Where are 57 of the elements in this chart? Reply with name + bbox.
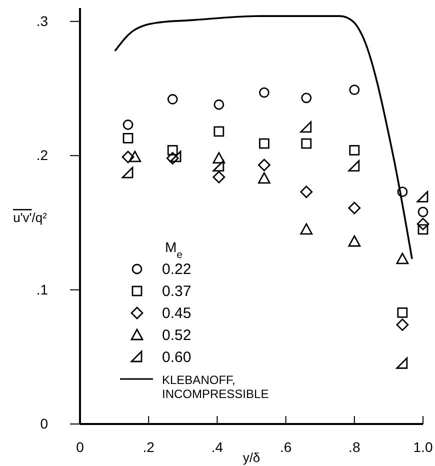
- y-tick-label: 0: [40, 415, 48, 432]
- legend-label: KLEBANOFF, INCOMPRESSIBLE: [162, 373, 269, 401]
- legend-label: 0.37: [162, 283, 192, 300]
- point: [122, 132, 134, 144]
- point: [396, 357, 408, 369]
- point: [396, 252, 409, 264]
- x-tick-label: .4: [211, 438, 224, 455]
- point: [258, 138, 270, 149]
- point: [212, 170, 226, 184]
- point: [349, 84, 360, 96]
- x-tick-label: 1.0: [413, 438, 433, 455]
- y-tick-label: .3: [36, 12, 48, 29]
- point: [300, 121, 312, 133]
- legend-title: M$_{e}$: [165, 239, 183, 261]
- point: [166, 152, 179, 164]
- point: [416, 218, 430, 230]
- point: [122, 166, 134, 178]
- x-tick-label: .2: [142, 438, 155, 455]
- point: [300, 186, 313, 198]
- point: [397, 186, 408, 198]
- legend-label: 0.22: [162, 261, 192, 278]
- point: [396, 318, 409, 331]
- y-axis-title: u'v'/q²: [13, 210, 48, 225]
- x-tick-label: .8: [348, 438, 360, 455]
- point: [349, 145, 360, 156]
- y-tick-label: .1: [36, 281, 48, 298]
- point: [300, 223, 313, 235]
- point: [214, 126, 224, 137]
- point: [258, 87, 270, 98]
- point: [214, 99, 224, 110]
- point: [397, 307, 408, 318]
- point: [418, 224, 428, 235]
- point: [301, 138, 312, 149]
- point: [348, 160, 360, 172]
- point: [258, 158, 270, 172]
- legend-label: 0.52: [162, 327, 192, 344]
- point: [258, 172, 270, 184]
- point: [416, 191, 428, 202]
- point: [418, 206, 428, 218]
- point: [212, 152, 226, 164]
- line-series: [114, 15, 413, 260]
- point: [301, 92, 312, 104]
- point: [348, 235, 361, 247]
- point: [167, 94, 178, 104]
- legend-label: 0.45: [162, 305, 192, 322]
- point: [348, 202, 361, 214]
- point: [128, 150, 142, 162]
- point: [122, 150, 134, 164]
- legend-label: 0.60: [162, 349, 192, 366]
- point: [167, 145, 178, 156]
- point: [212, 160, 224, 172]
- y-tick-label: .2: [36, 147, 48, 164]
- x-axis-title: y/δ: [242, 450, 260, 465]
- x-tick-label: 0: [76, 438, 84, 455]
- x-tick-label: .6: [280, 438, 292, 455]
- point: [122, 120, 134, 130]
- point: [170, 150, 182, 162]
